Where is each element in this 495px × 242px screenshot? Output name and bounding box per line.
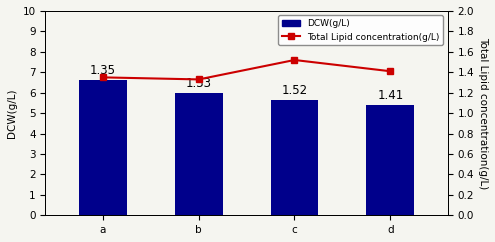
Text: 1.52: 1.52 bbox=[282, 84, 307, 97]
Text: 1.33: 1.33 bbox=[186, 77, 212, 90]
Text: 1.35: 1.35 bbox=[90, 64, 116, 77]
Bar bbox=[271, 100, 318, 215]
Legend: DCW(g/L), Total Lipid concentration(g/L): DCW(g/L), Total Lipid concentration(g/L) bbox=[278, 15, 444, 45]
Y-axis label: DCW(g/L): DCW(g/L) bbox=[7, 88, 17, 138]
Text: 1.41: 1.41 bbox=[377, 89, 403, 102]
Bar bbox=[175, 93, 223, 215]
Y-axis label: Total Lipid concentration(g/L): Total Lipid concentration(g/L) bbox=[478, 37, 488, 189]
Bar bbox=[79, 80, 127, 215]
Bar bbox=[366, 105, 414, 215]
